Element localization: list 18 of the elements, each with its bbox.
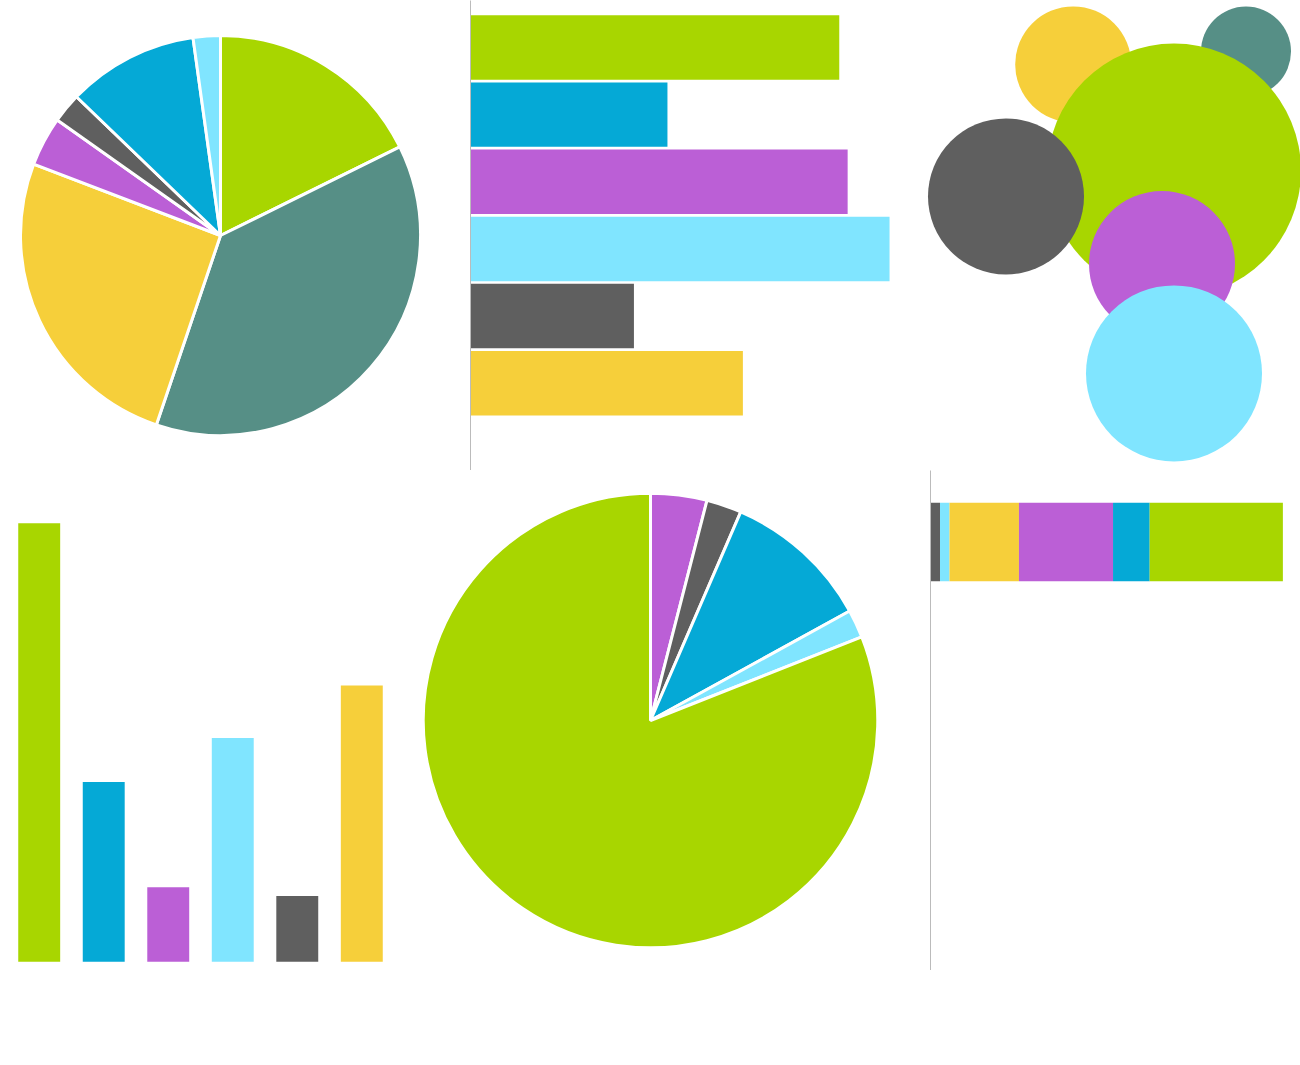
bar xyxy=(470,350,743,416)
bar xyxy=(949,502,1019,582)
bar xyxy=(470,149,848,215)
bar xyxy=(940,502,950,582)
bar xyxy=(18,523,61,962)
bar xyxy=(1018,502,1114,582)
bar xyxy=(470,82,668,147)
bar xyxy=(1113,502,1150,582)
bar xyxy=(82,781,125,962)
bar xyxy=(276,895,319,962)
bar xyxy=(470,15,840,80)
bar xyxy=(147,887,190,962)
bar xyxy=(340,685,383,962)
bar xyxy=(1149,502,1283,582)
bar xyxy=(470,283,634,349)
bar xyxy=(930,502,941,582)
bar xyxy=(211,738,254,962)
bar xyxy=(470,216,890,282)
